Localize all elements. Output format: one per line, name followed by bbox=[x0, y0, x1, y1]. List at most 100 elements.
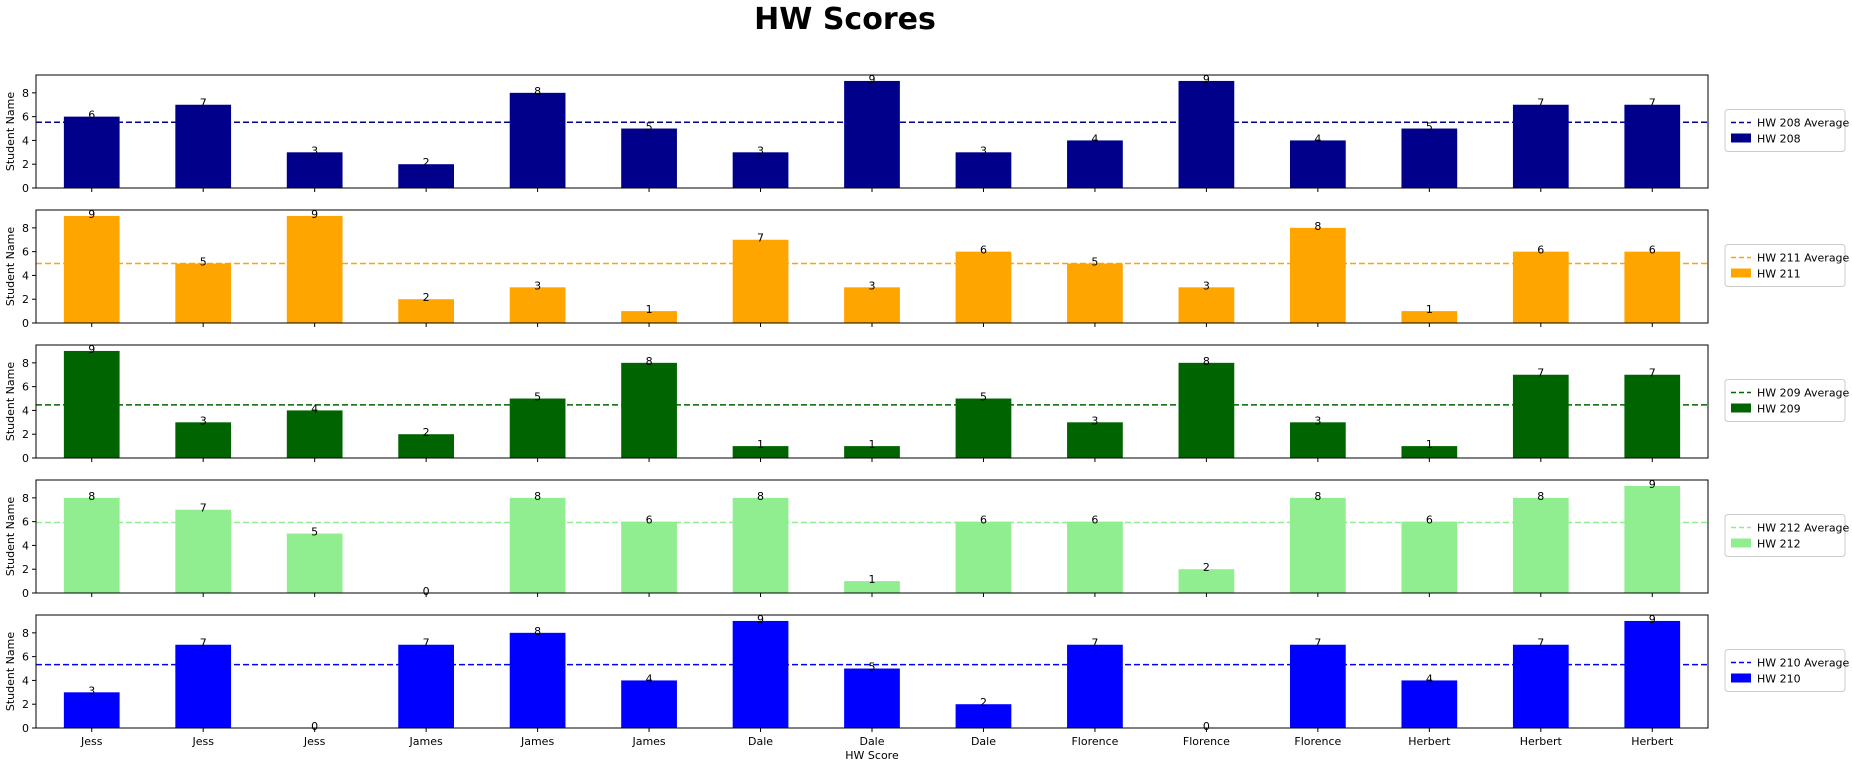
y-tick-label: 2 bbox=[22, 428, 29, 441]
bar-hw-209-4 bbox=[509, 398, 566, 458]
y-tick-label: 2 bbox=[22, 563, 29, 576]
legend-bar-label: HW 210 bbox=[1757, 673, 1801, 686]
data-label: 6 bbox=[980, 244, 987, 257]
bar-hw-210-4 bbox=[509, 632, 566, 728]
data-label: 7 bbox=[423, 637, 430, 650]
bar-hw-212-9 bbox=[1067, 521, 1123, 593]
x-tick-label: Florence bbox=[1183, 735, 1230, 748]
data-label: 1 bbox=[757, 438, 764, 451]
data-label: 7 bbox=[1537, 97, 1544, 110]
legend-box bbox=[1724, 244, 1846, 287]
bar-hw-210-5 bbox=[621, 680, 677, 728]
data-label: 5 bbox=[1426, 121, 1433, 134]
data-label: 4 bbox=[1091, 132, 1098, 145]
data-label: 1 bbox=[1426, 438, 1433, 451]
bar-hw-208-14 bbox=[1624, 104, 1681, 188]
data-label: 4 bbox=[1426, 672, 1433, 685]
y-tick-label: 2 bbox=[22, 698, 29, 711]
bar-hw-211-3 bbox=[398, 299, 454, 323]
y-tick-label: 2 bbox=[22, 158, 29, 171]
legend-average-label: HW 212 Average bbox=[1757, 522, 1850, 535]
y-tick-label: 0 bbox=[22, 317, 29, 330]
bar-hw-212-7 bbox=[844, 581, 900, 593]
x-tick-label: Florence bbox=[1294, 735, 1341, 748]
y-axis-label: Student Name bbox=[4, 632, 17, 711]
legend-bar-label: HW 212 bbox=[1757, 538, 1801, 551]
bar-hw-209-12 bbox=[1401, 446, 1458, 458]
y-tick-label: 8 bbox=[22, 492, 29, 505]
legend-bar-swatch bbox=[1731, 538, 1751, 548]
legend-bar-label: HW 209 bbox=[1757, 403, 1801, 416]
data-label: 8 bbox=[1314, 490, 1321, 503]
data-label: 7 bbox=[1537, 367, 1544, 380]
x-tick-label: Herbert bbox=[1631, 735, 1674, 748]
data-label: 1 bbox=[646, 303, 653, 316]
data-label: 0 bbox=[1203, 720, 1210, 733]
data-label: 3 bbox=[88, 684, 95, 697]
data-label: 5 bbox=[200, 256, 207, 269]
bar-hw-210-9 bbox=[1067, 644, 1123, 728]
y-axis-label: Student Name bbox=[4, 497, 17, 576]
data-label: 9 bbox=[311, 208, 318, 221]
bar-hw-208-11 bbox=[1290, 140, 1346, 188]
bar-hw-209-9 bbox=[1067, 422, 1123, 458]
bar-hw-208-10 bbox=[1178, 80, 1235, 188]
bar-hw-211-5 bbox=[621, 311, 677, 323]
y-tick-label: 4 bbox=[22, 269, 29, 282]
bar-hw-209-2 bbox=[286, 410, 343, 458]
data-label: 8 bbox=[534, 85, 541, 98]
data-label: 5 bbox=[1091, 256, 1098, 269]
data-label: 7 bbox=[1649, 97, 1656, 110]
y-tick-label: 4 bbox=[22, 674, 29, 687]
bar-hw-208-0 bbox=[63, 116, 120, 188]
bar-hw-210-14 bbox=[1624, 620, 1681, 728]
data-label: 8 bbox=[1203, 355, 1210, 368]
data-label: 7 bbox=[1314, 637, 1321, 650]
data-label: 8 bbox=[757, 490, 764, 503]
data-label: 6 bbox=[646, 514, 653, 527]
data-label: 3 bbox=[200, 414, 207, 427]
y-tick-label: 6 bbox=[22, 111, 29, 124]
bar-hw-212-1 bbox=[175, 509, 232, 593]
data-label: 7 bbox=[200, 502, 207, 515]
x-tick-label: Dale bbox=[971, 735, 996, 748]
x-tick-label: James bbox=[520, 735, 554, 748]
data-label: 5 bbox=[646, 121, 653, 134]
y-tick-label: 2 bbox=[22, 293, 29, 306]
bar-hw-210-12 bbox=[1401, 680, 1458, 728]
data-label: 7 bbox=[1091, 637, 1098, 650]
data-label: 2 bbox=[423, 291, 430, 304]
legend-bar-swatch bbox=[1731, 268, 1751, 278]
data-label: 6 bbox=[980, 514, 987, 527]
data-label: 7 bbox=[757, 232, 764, 245]
bar-hw-210-7 bbox=[844, 668, 900, 728]
chart-title: HW Scores bbox=[754, 2, 936, 37]
data-label: 8 bbox=[534, 625, 541, 638]
data-label: 9 bbox=[1649, 478, 1656, 491]
bar-hw-210-6 bbox=[732, 620, 789, 728]
bar-hw-209-14 bbox=[1624, 374, 1681, 458]
bar-hw-209-10 bbox=[1178, 362, 1235, 458]
legend-bar-label: HW 208 bbox=[1757, 133, 1801, 146]
bar-hw-211-4 bbox=[509, 287, 566, 323]
data-label: 6 bbox=[88, 109, 95, 122]
bar-hw-209-5 bbox=[621, 362, 677, 458]
data-label: 8 bbox=[534, 490, 541, 503]
y-tick-label: 4 bbox=[22, 539, 29, 552]
data-label: 9 bbox=[757, 613, 764, 626]
x-tick-label: James bbox=[409, 735, 443, 748]
bar-hw-209-8 bbox=[955, 398, 1012, 458]
legend-box bbox=[1724, 649, 1846, 692]
data-label: 7 bbox=[200, 97, 207, 110]
data-label: 4 bbox=[646, 672, 653, 685]
data-label: 2 bbox=[423, 156, 430, 169]
data-label: 4 bbox=[1314, 132, 1321, 145]
x-tick-label: Jess bbox=[80, 735, 103, 748]
data-label: 3 bbox=[980, 144, 987, 157]
y-tick-label: 0 bbox=[22, 182, 29, 195]
data-label: 0 bbox=[423, 585, 430, 598]
y-tick-label: 0 bbox=[22, 722, 29, 735]
bar-hw-212-8 bbox=[955, 521, 1012, 593]
y-tick-label: 6 bbox=[22, 246, 29, 259]
data-label: 0 bbox=[311, 720, 318, 733]
